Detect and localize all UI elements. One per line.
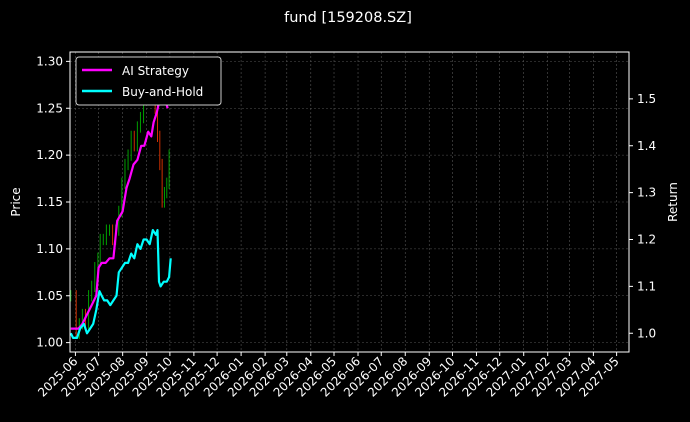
right-tick-label: 1.1 [637,279,656,293]
right-tick-label: 1.3 [637,186,656,200]
left-tick-label: 1.10 [36,242,63,256]
right-tick-label: 1.5 [637,92,656,106]
legend-label-buy-and-hold: Buy-and-Hold [122,85,203,99]
right-y-axis-ticks: 1.0 1.1 1.2 1.3 1.4 1.5 [629,92,656,340]
series-line-ai-strategy [70,64,169,330]
left-tick-label: 1.00 [36,336,63,350]
left-tick-label: 1.05 [36,289,63,303]
right-tick-label: 1.2 [637,233,656,247]
left-y-axis-ticks: 1.00 1.05 1.10 1.15 1.20 1.25 1.30 [36,54,70,350]
series-line-buy-and-hold [69,229,172,339]
series-lines [69,64,172,339]
legend-box [75,56,222,106]
legend: AI Strategy Buy-and-Hold [75,56,222,106]
left-tick-label: 1.20 [36,148,63,162]
right-axis-label: Return [666,182,680,222]
left-tick-label: 1.15 [36,195,63,209]
left-tick-label: 1.30 [36,54,63,68]
price-candles [70,74,170,339]
right-tick-label: 1.4 [637,139,656,153]
x-axis-ticks: 2025-062025-072025-082025-092025-102025-… [35,352,622,400]
left-tick-label: 1.25 [36,101,63,115]
chart-title: fund [159208.SZ] [284,10,412,26]
legend-label-ai-strategy: AI Strategy [122,64,189,78]
left-axis-label: Price [9,187,23,216]
right-tick-label: 1.0 [637,326,656,340]
